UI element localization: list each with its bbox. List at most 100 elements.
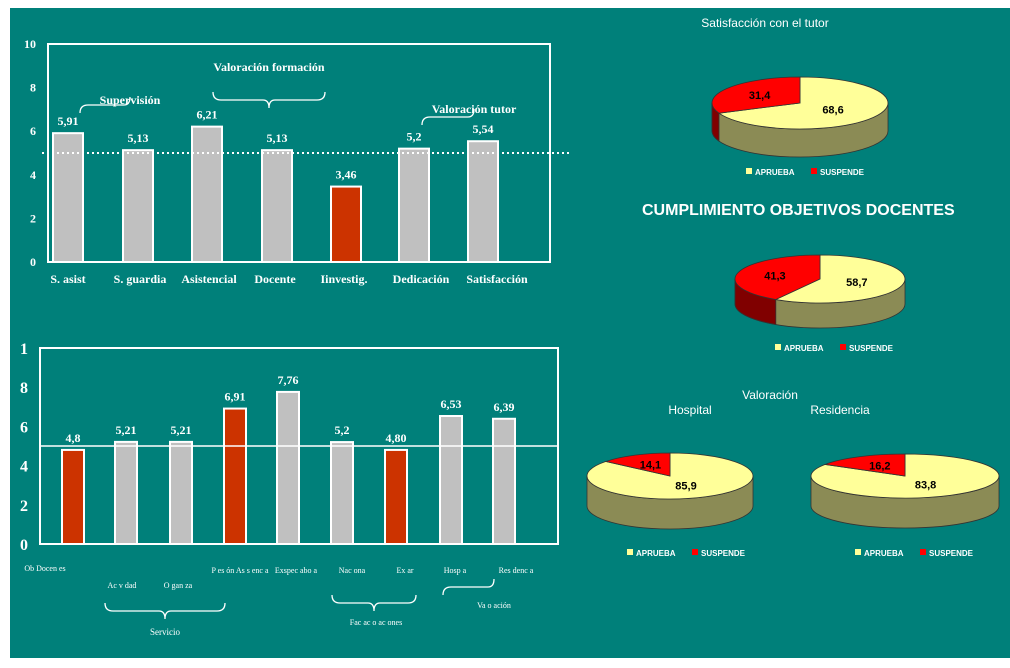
bar: [330, 441, 354, 545]
value-label: 6,39: [494, 400, 515, 414]
pie1-title: Satisfacción con el tutor: [701, 16, 829, 30]
legend-swatch-aprueba: [855, 549, 861, 555]
bar: [439, 415, 463, 545]
value-label: 4,80: [386, 431, 407, 445]
y-tick-label: 6: [30, 124, 36, 138]
bar: [122, 149, 154, 263]
pie-slice-suspende: [711, 76, 801, 114]
pie-chart-hospital: 14,1 85,9 APRUEBA SUSPENDE: [586, 452, 754, 558]
x-tick-label: S. asist: [50, 272, 85, 286]
pie-label-aprueba: 68,6: [822, 104, 843, 116]
legend-label-suspende: SUSPENDE: [849, 344, 894, 353]
brace-tutor: [421, 108, 475, 126]
bar-chart-bottom: 0 2 4 6 8 1 4,8 5,21 5,21 6,91 7,76 5,2 4,80 6,53 6,39…: [20, 341, 559, 637]
value-label: 5,54: [473, 122, 494, 136]
value-label: 4,8: [66, 431, 81, 445]
legend-swatch-suspende: [811, 168, 817, 174]
bar: [467, 140, 499, 263]
legend-label-suspende: SUSPENDE: [701, 549, 746, 558]
value-label: 5,13: [267, 131, 288, 145]
brace-facilitaciones: [331, 594, 417, 612]
legend-label-aprueba: APRUEBA: [636, 549, 676, 558]
group-label: Va o ación: [477, 601, 511, 610]
pie-label-aprueba: 85,9: [675, 480, 696, 492]
group-label: Valoración tutor: [432, 102, 517, 116]
value-label: 5,2: [407, 130, 422, 144]
x-tick-label: Res denc a: [499, 566, 534, 575]
pie-label-suspende: 41,3: [764, 270, 785, 282]
pie-slice-suspende: [604, 452, 671, 477]
y-tick-label: 1: [20, 341, 28, 358]
y-tick-label: 2: [20, 498, 28, 515]
pie-label-aprueba: 58,7: [846, 277, 867, 289]
pie3-title: Hospital: [668, 403, 712, 417]
pie-label-suspende: 16,2: [869, 460, 890, 472]
pie-slice-suspende: [823, 453, 906, 477]
bar-chart-top: 0 2 4 6 8 10 5,91 S. asist 5,13 S. guardia 6,21 Asi…: [24, 37, 570, 286]
x-tick-label: Hosp a: [444, 566, 467, 575]
value-label: 5,91: [58, 114, 79, 128]
x-tick-label: Iinvestig.: [320, 272, 367, 286]
slide-background: 0 2 4 6 8 10 5,91 S. asist 5,13 S. guardia 6,21 Asi…: [10, 8, 1010, 658]
value-label: 6,53: [441, 397, 462, 411]
group-label: Supervisión: [100, 93, 161, 107]
bar: [191, 125, 223, 264]
value-label: 5,2: [335, 423, 350, 437]
x-tick-label: Dedicación: [393, 272, 450, 286]
x-tick-label: Satisfacción: [466, 272, 528, 286]
bar: [114, 440, 138, 545]
y-tick-label: 8: [20, 380, 28, 397]
x-tick-label: Docente: [254, 272, 296, 286]
legend-label-suspende: SUSPENDE: [820, 168, 865, 177]
value-label: 6,21: [197, 108, 218, 122]
x-tick-label: Ac v dad: [108, 581, 137, 590]
bar: [261, 149, 293, 263]
pie-slice-aprueba: [774, 254, 906, 304]
bar: [492, 417, 516, 545]
bar: [169, 440, 193, 545]
y-tick-label: 4: [20, 459, 28, 476]
legend-swatch-aprueba: [775, 344, 781, 350]
pie-chart-residencia: 16,2 83,8 APRUEBA SUSPENDE: [810, 453, 1000, 558]
brace-supervision: [79, 96, 131, 114]
pie2-title: CUMPLIMIENTO OBJETIVOS DOCENTES: [642, 202, 955, 219]
y-tick-label: 8: [30, 81, 36, 95]
legend-label-aprueba: APRUEBA: [864, 549, 904, 558]
value-label: 7,76: [278, 373, 299, 387]
bar: [52, 132, 84, 263]
legend-swatch-suspende: [692, 549, 698, 555]
pie-label-suspende: 14,1: [640, 460, 661, 472]
y-tick-label: 2: [30, 211, 36, 225]
brace-valoracion: [442, 578, 495, 596]
y-tick-label: 0: [30, 255, 36, 269]
pie-label-aprueba: 83,8: [915, 480, 936, 492]
x-tick-label: O gan za: [164, 581, 193, 590]
value-label: 5,13: [128, 131, 149, 145]
x-tick-label: Nac ona: [339, 566, 366, 575]
bar: [276, 390, 300, 545]
pie-chart-tutor: 31,4 68,6 APRUEBA SUSPENDE: [711, 76, 889, 177]
legend-label-suspende: SUSPENDE: [929, 549, 974, 558]
bar: [384, 448, 408, 545]
pie-chart-objetivos: 41,3 58,7 APRUEBA SUSPENDE: [734, 254, 906, 353]
legend-label-aprueba: APRUEBA: [755, 168, 795, 177]
legend-swatch-aprueba: [627, 549, 633, 555]
y-tick-label: 10: [24, 37, 36, 51]
brace-servicio: [104, 602, 226, 620]
pie-label-suspende: 31,4: [749, 90, 771, 102]
group-label: Fac ac o ac ones: [350, 618, 402, 627]
legend-swatch-suspende: [840, 344, 846, 350]
value-label: 3,46: [336, 168, 357, 182]
x-tick-label: Exspec abo a: [275, 566, 318, 575]
group-label: Servicio: [150, 627, 180, 637]
value-label: 6,91: [225, 390, 246, 404]
pie-slice-suspende: [734, 254, 821, 300]
x-tick-label: Ex ar: [396, 566, 413, 575]
legend-swatch-aprueba: [746, 168, 752, 174]
bar: [398, 147, 430, 263]
value-label: 5,21: [171, 423, 192, 437]
x-tick-label: Ob Docen es: [24, 564, 65, 573]
y-tick-label: 4: [30, 168, 36, 182]
legend-swatch-suspende: [920, 549, 926, 555]
bar: [61, 448, 85, 545]
